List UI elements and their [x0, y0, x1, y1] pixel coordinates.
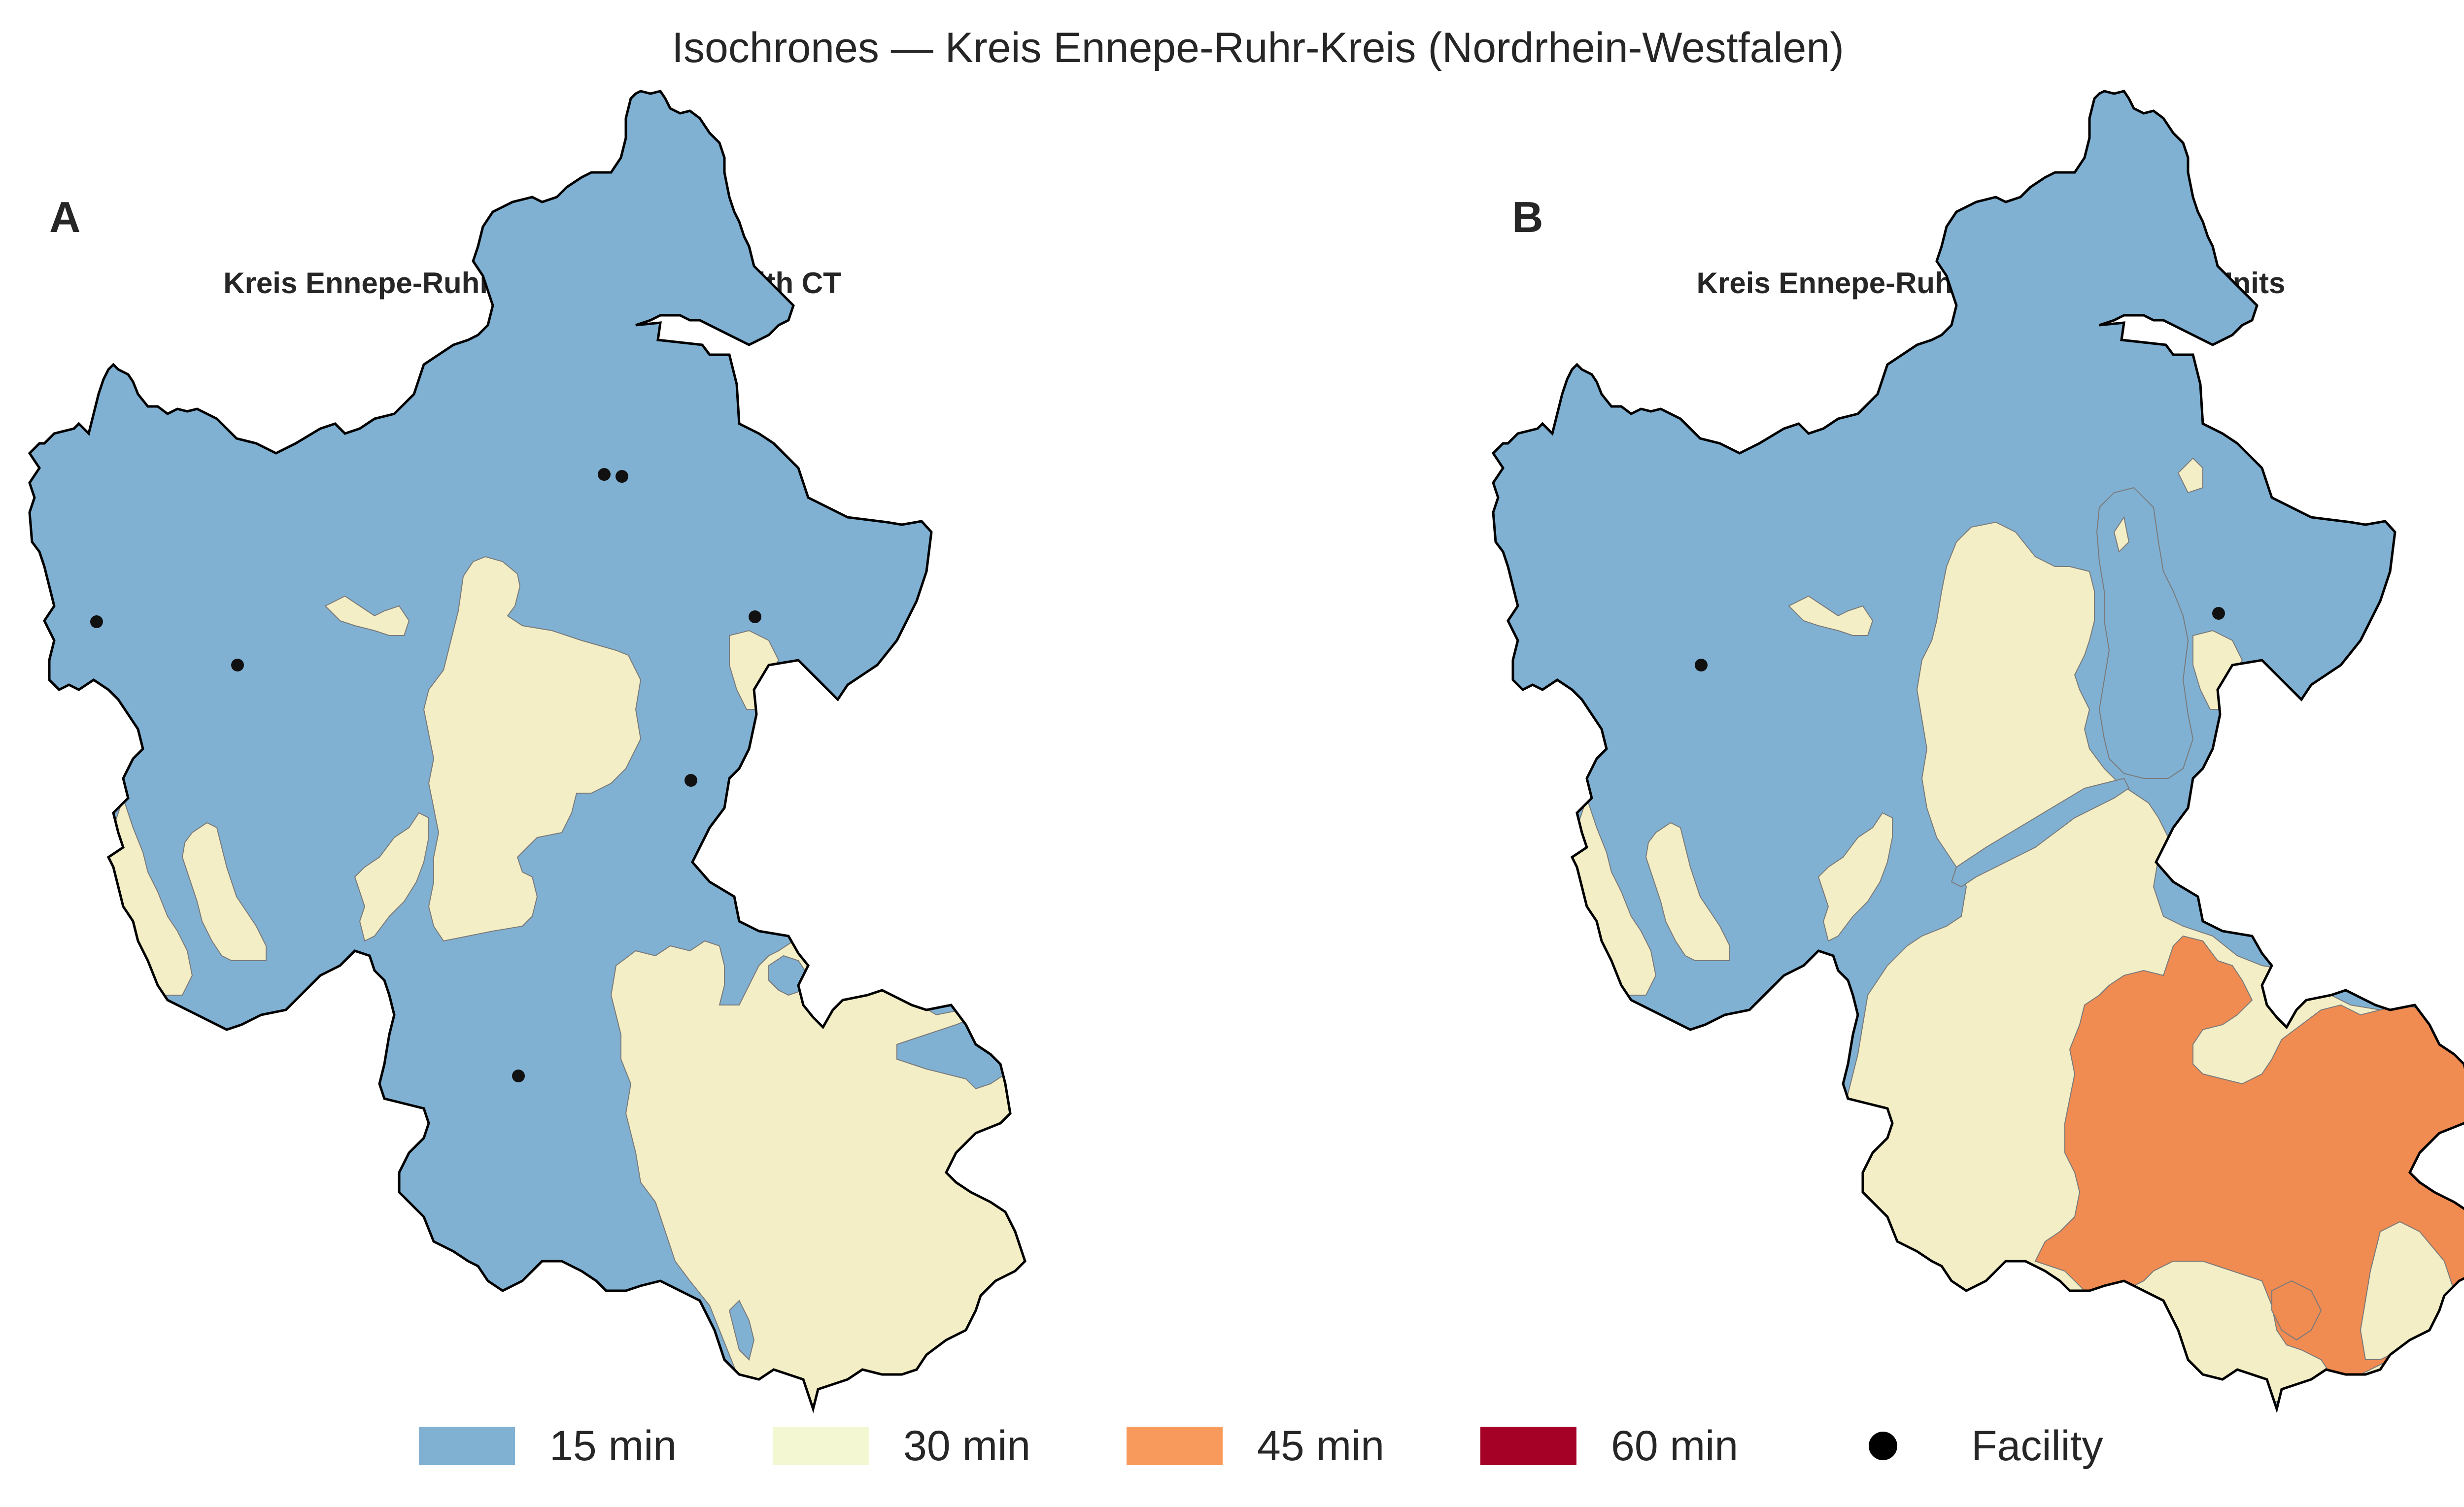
- zone-30-min: [1645, 822, 1730, 961]
- zone-30-min: [1788, 595, 1874, 636]
- facility-marker: [90, 615, 103, 628]
- legend: 15 min 30 min 45 min 60 min Facility: [0, 1419, 2464, 1473]
- facility-marker: [616, 470, 628, 483]
- facility-marker: [749, 610, 761, 623]
- zone-30-min: [2177, 457, 2203, 494]
- zone-30-min: [423, 556, 642, 942]
- legend-item-30: 30 min: [773, 1419, 1030, 1473]
- legend-item-45: 45 min: [1127, 1419, 1384, 1473]
- zone-30-min: [1817, 812, 1893, 942]
- facility-marker: [231, 659, 244, 671]
- zone-15-min-corridor: [1951, 777, 2130, 888]
- facility-marker: [598, 468, 611, 481]
- legend-swatch-15: [419, 1427, 515, 1465]
- facility-marker: [684, 774, 697, 787]
- zone-30-min: [610, 936, 1025, 1405]
- legend-label-facility: Facility: [1971, 1422, 2103, 1470]
- legend-item-facility: Facility: [1834, 1419, 2103, 1473]
- legend-item-15: 15 min: [419, 1419, 677, 1473]
- zone-30-min: [181, 822, 267, 961]
- facility-markers: [1695, 607, 2225, 671]
- legend-swatch-60: [1480, 1427, 1576, 1465]
- zone-45-min: [2271, 1280, 2322, 1341]
- zone-30-min: [324, 595, 410, 636]
- facility-marker: [2212, 607, 2225, 620]
- figure-title: Isochrones — Kreis Ennepe-Ruhr-Kreis (No…: [672, 24, 1844, 71]
- zone-15-min-pocket: [728, 1300, 755, 1361]
- legend-swatch-30: [773, 1427, 869, 1465]
- legend-label-15: 15 min: [549, 1422, 677, 1470]
- facility-marker: [512, 1070, 525, 1082]
- legend-item-60: 60 min: [1480, 1419, 1738, 1473]
- legend-label-45: 45 min: [1257, 1422, 1385, 1470]
- legend-label-30: 30 min: [903, 1422, 1031, 1470]
- panel-b-letter: B: [1512, 193, 1543, 241]
- zone-30-min: [354, 812, 429, 942]
- zone-30-min: [2113, 516, 2130, 553]
- panel-a-map: [0, 0, 1084, 1478]
- facility-marker: [1695, 659, 1708, 671]
- facility-marker-icon: [1869, 1432, 1897, 1460]
- panel-a-letter: A: [49, 193, 81, 241]
- legend-label-60: 60 min: [1611, 1422, 1739, 1470]
- legend-swatch-45: [1127, 1427, 1223, 1465]
- zone-15-min-pocket: [2096, 487, 2194, 779]
- panel-b-map: [1464, 0, 2464, 1478]
- facility-markers: [90, 468, 761, 1082]
